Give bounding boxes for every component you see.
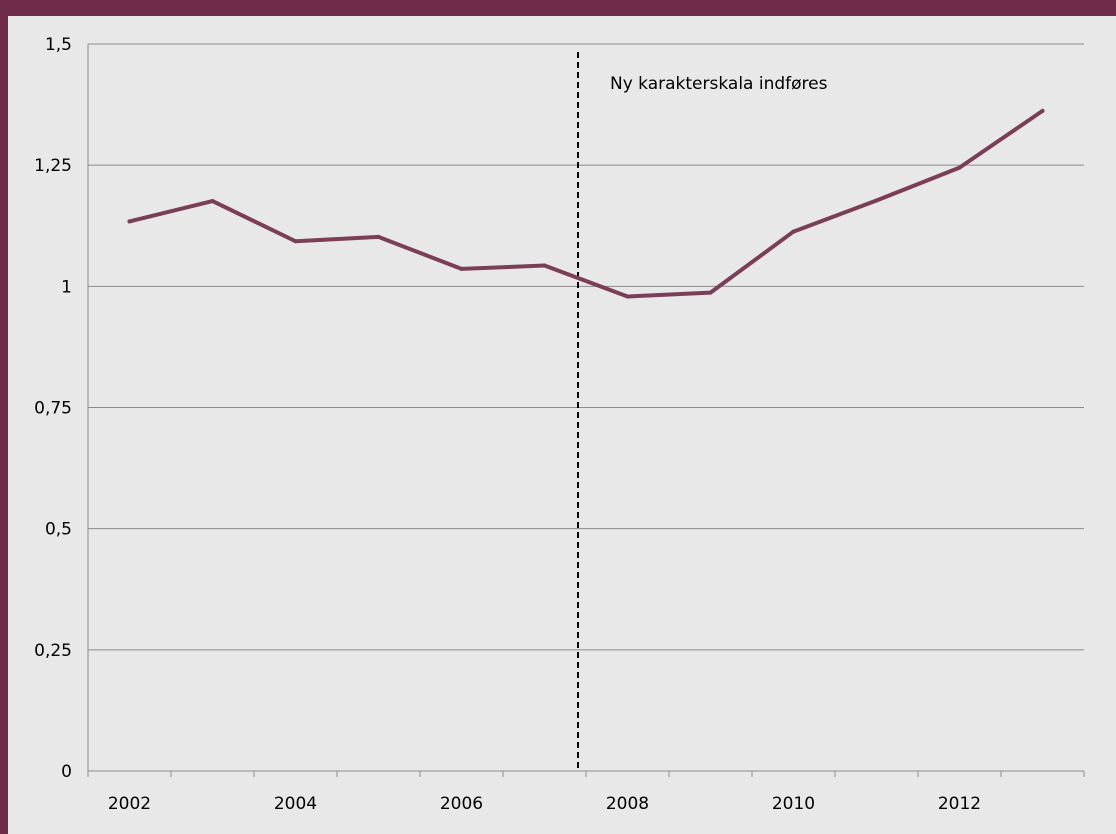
x-tick-label: 2010	[772, 794, 815, 814]
data-point	[791, 229, 796, 234]
y-tick-label: 1,5	[45, 35, 72, 55]
axes: 0 0,25 0,5 0,75 1 1,25 1,5 2002 2004 2006 2008 2010…	[34, 35, 1085, 814]
y-tick-label: 1,25	[34, 156, 72, 176]
y-tick-label: 0,75	[34, 399, 72, 419]
data-point	[542, 263, 547, 268]
data-point	[127, 219, 132, 224]
x-tick-label: 2006	[440, 794, 483, 814]
annotation-label: Ny karakterskala indføres	[610, 74, 828, 94]
x-tick-label: 2008	[606, 794, 649, 814]
annotation-group: Ny karakterskala indføres	[577, 52, 828, 771]
y-tick-label: 0,25	[34, 641, 72, 661]
plot-panel: 0 0,25 0,5 0,75 1 1,25 1,5 2002 2004 2006 2008 2010…	[8, 16, 1116, 834]
data-point	[459, 266, 464, 271]
y-tick-label: 1	[61, 277, 72, 297]
data-point	[874, 198, 879, 203]
data-point	[293, 239, 298, 244]
data-point	[708, 290, 713, 295]
data-point	[625, 294, 630, 299]
data-point	[957, 165, 962, 170]
series-line	[127, 108, 1045, 299]
y-tick-label: 0	[61, 762, 72, 782]
line-chart: 0 0,25 0,5 0,75 1 1,25 1,5 2002 2004 2006 2008 2010…	[34, 35, 1085, 814]
data-point	[210, 199, 215, 204]
x-tick-label: 2004	[274, 794, 317, 814]
x-tick-label: 2012	[938, 794, 981, 814]
data-point	[1040, 108, 1045, 113]
x-tick-label: 2002	[108, 794, 151, 814]
series-group	[127, 108, 1045, 299]
data-point	[376, 234, 381, 239]
gridlines	[88, 43, 1084, 651]
y-tick-label: 0,5	[45, 520, 72, 540]
